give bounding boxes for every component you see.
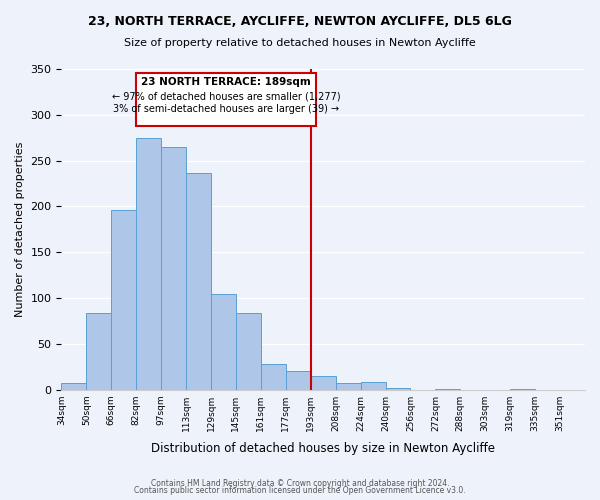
Bar xyxy=(335,383,361,390)
Text: Contains public sector information licensed under the Open Government Licence v3: Contains public sector information licen… xyxy=(134,486,466,495)
Bar xyxy=(311,376,335,390)
Bar xyxy=(186,174,211,390)
Text: 23, NORTH TERRACE, AYCLIFFE, NEWTON AYCLIFFE, DL5 6LG: 23, NORTH TERRACE, AYCLIFFE, NEWTON AYCL… xyxy=(88,15,512,28)
Bar xyxy=(386,388,410,390)
X-axis label: Distribution of detached houses by size in Newton Aycliffe: Distribution of detached houses by size … xyxy=(151,442,495,455)
Y-axis label: Number of detached properties: Number of detached properties xyxy=(15,142,25,317)
Bar xyxy=(361,382,386,390)
Text: 23 NORTH TERRACE: 189sqm: 23 NORTH TERRACE: 189sqm xyxy=(141,77,311,87)
Bar xyxy=(161,147,186,390)
Bar xyxy=(61,383,86,390)
Text: 3% of semi-detached houses are larger (39) →: 3% of semi-detached houses are larger (3… xyxy=(113,104,339,115)
Bar xyxy=(286,372,311,390)
Text: Size of property relative to detached houses in Newton Aycliffe: Size of property relative to detached ho… xyxy=(124,38,476,48)
Bar xyxy=(136,138,161,390)
Bar xyxy=(111,210,136,390)
Bar xyxy=(510,388,535,390)
Text: Contains HM Land Registry data © Crown copyright and database right 2024.: Contains HM Land Registry data © Crown c… xyxy=(151,478,449,488)
Bar xyxy=(261,364,286,390)
FancyBboxPatch shape xyxy=(136,72,316,126)
Bar xyxy=(436,388,460,390)
Bar xyxy=(211,294,236,390)
Bar xyxy=(236,312,261,390)
Bar xyxy=(86,312,111,390)
Text: ← 97% of detached houses are smaller (1,277): ← 97% of detached houses are smaller (1,… xyxy=(112,92,340,102)
